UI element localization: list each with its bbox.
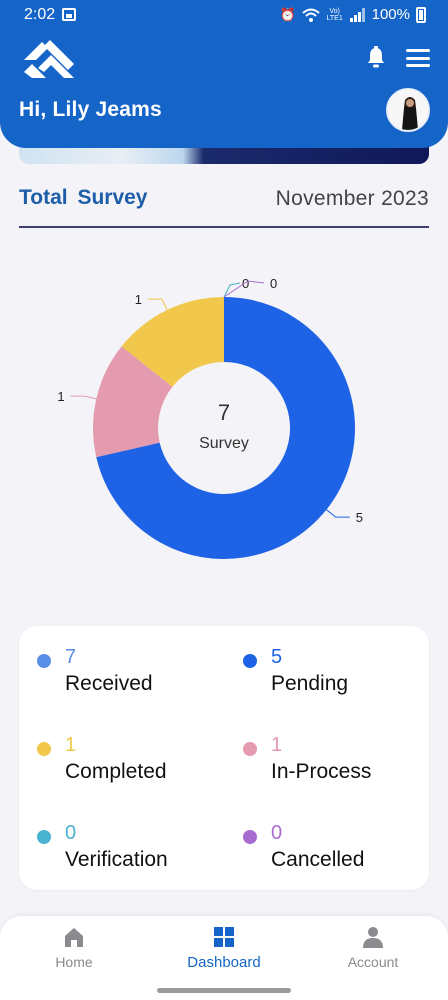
leader-line-in-process [70,395,97,400]
bottom-navigation: Home Dashboard Account [0,916,448,1000]
hamburger-menu-icon[interactable] [406,49,430,67]
section-title: Total Survey [19,186,148,209]
status-dot [37,830,51,844]
avatar[interactable] [386,88,430,132]
status-dot [243,830,257,844]
status-dot [37,742,51,756]
center-value: 7 [218,400,230,425]
section-divider [19,226,429,228]
nav-dashboard-label: Dashboard [187,954,261,971]
notification-bell-icon[interactable] [366,46,386,68]
stat-count: 1 [65,734,77,756]
stat-count: 5 [271,646,283,668]
status-icons: ⏰ Vo) LTE1 100% [279,6,426,23]
stat-count: 1 [271,734,283,756]
stat-count: 0 [65,822,77,844]
avatar-person-icon [388,90,428,130]
wifi-icon [301,8,320,22]
status-dot [243,742,257,756]
donut-slice-in-process[interactable] [93,346,173,458]
nav-home[interactable]: Home [14,926,134,970]
month-label[interactable]: November 2023 [275,187,429,210]
data-label-completed: 1 [135,292,142,307]
status-dot [37,654,51,668]
data-label-in-process: 1 [57,389,64,404]
status-bar: 2:02 ⏰ Vo) LTE1 100% [0,0,448,30]
nav-dashboard[interactable]: Dashboard [164,926,284,971]
gallery-notification-icon [62,8,76,21]
signal-icon [349,7,365,22]
app-header: 2:02 ⏰ Vo) LTE1 100% [0,0,448,148]
stat-label: Verification [65,848,168,871]
home-indicator [157,988,291,993]
leader-line-cancelled [223,280,265,298]
stat-label: Cancelled [271,848,365,871]
dashboard-icon [214,927,234,947]
app-logo[interactable] [20,38,78,82]
nav-home-label: Home [55,954,93,970]
battery-percent: 100% [371,6,410,23]
stat-count: 7 [65,646,77,668]
home-icon [65,928,83,947]
data-label-cancelled: 0 [270,276,277,291]
leader-line-pending [326,509,350,518]
leader-line-completed [147,298,168,311]
nav-account[interactable]: Account [313,926,433,970]
status-time: 2:02 [24,6,56,23]
network-type: Vo) LTE1 [326,7,343,22]
stats-card: 7 Received 5 Pending 1 Completed 1 In-Process 0 V… [19,626,429,890]
donut-slice-pending[interactable] [96,297,355,559]
stat-label: Received [65,672,153,695]
stat-count: 0 [271,822,283,844]
stat-label: Pending [271,672,349,695]
greeting-text: Hi, Lily Jeams [19,98,162,121]
leader-line-verification [223,282,241,298]
stat-label: In-Process [271,760,372,783]
data-label-verification: 0 [242,276,249,291]
survey-donut-chart: 5 1 1 0 0 7 Survey [57,276,363,559]
donut-slice-completed[interactable] [121,297,224,387]
stat-label: Completed [65,760,167,783]
nav-account-label: Account [347,954,399,970]
account-icon [363,927,383,948]
status-dot [243,654,257,668]
center-label: Survey [199,435,249,452]
battery-icon [416,6,426,23]
data-label-pending: 5 [356,510,363,525]
alarm-icon: ⏰ [279,6,296,22]
